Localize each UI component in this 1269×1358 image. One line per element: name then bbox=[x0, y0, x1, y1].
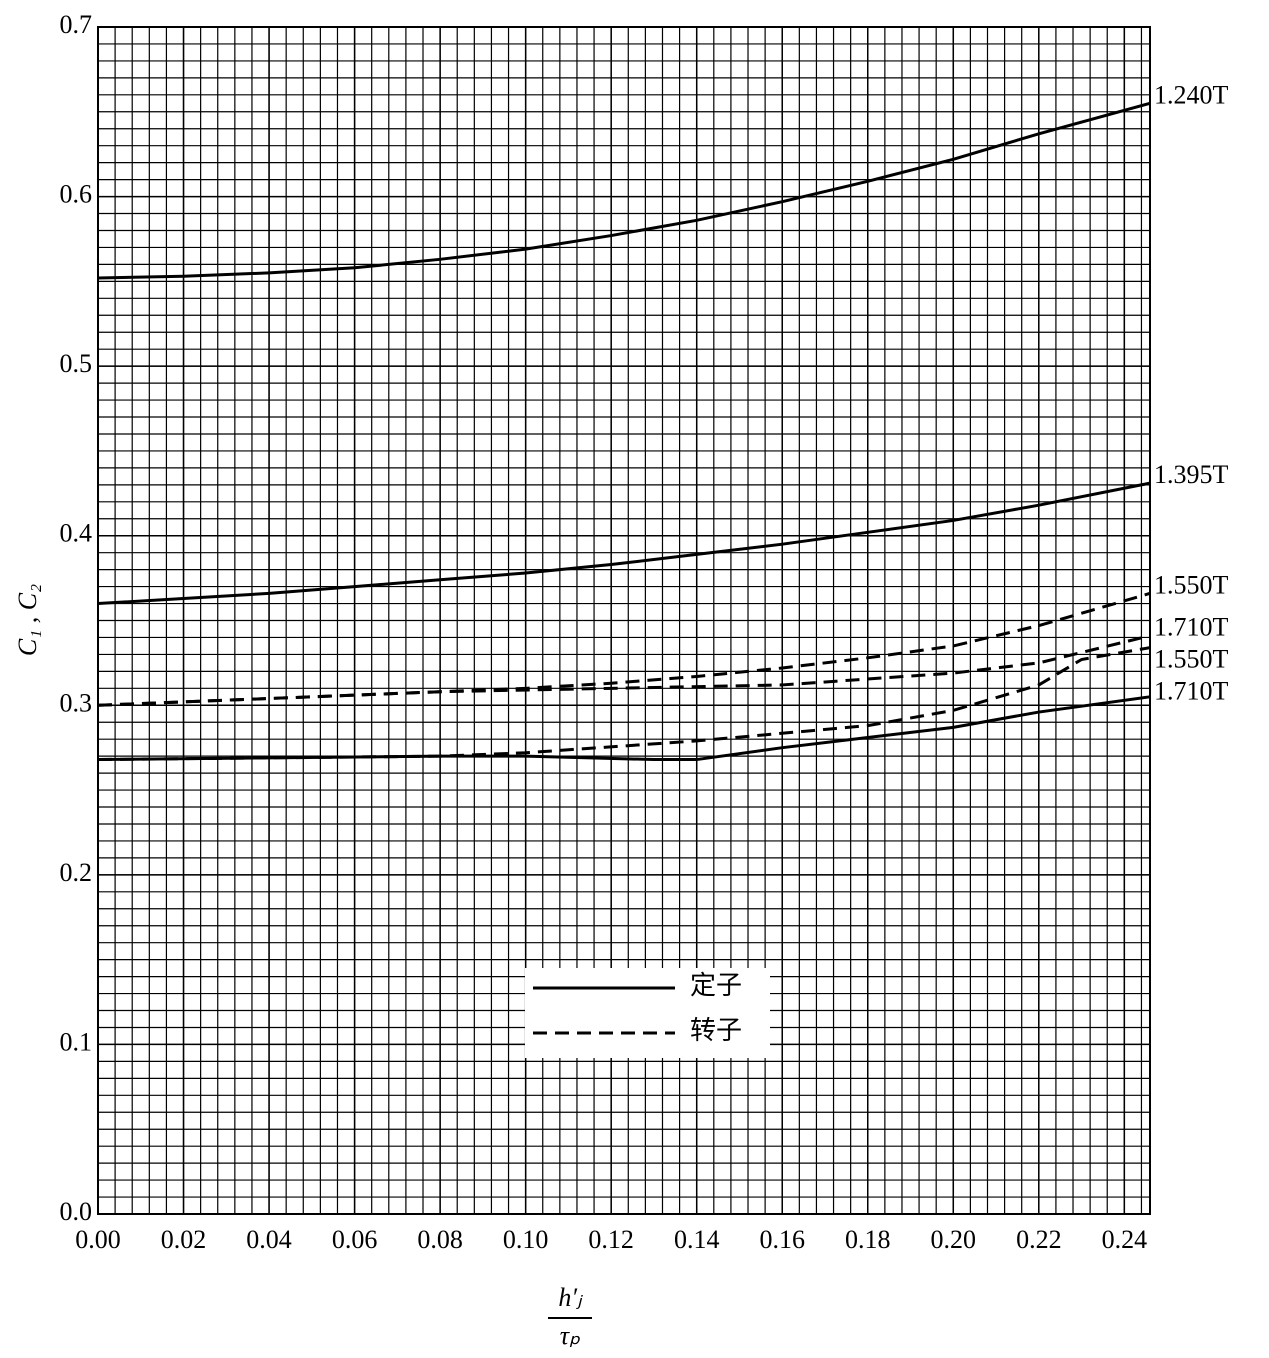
legend-box bbox=[525, 968, 770, 1058]
x-tick-label: 0.02 bbox=[161, 1225, 207, 1254]
x-tick-label: 0.16 bbox=[759, 1225, 805, 1254]
line-series bbox=[97, 646, 1151, 762]
x-tick-label: 0.10 bbox=[503, 1225, 549, 1254]
line-series bbox=[97, 101, 1151, 280]
legend-label: 转子 bbox=[690, 1016, 742, 1045]
line-series bbox=[97, 591, 1151, 707]
x-axis-label-denominator: τₚ bbox=[560, 1321, 580, 1350]
x-tick-label: 0.06 bbox=[332, 1225, 378, 1254]
y-tick-label: 0.3 bbox=[60, 688, 93, 717]
plot-frame bbox=[97, 26, 1151, 1215]
y-tick-label: 0.7 bbox=[60, 10, 93, 39]
series-label: 1.710T bbox=[1154, 613, 1229, 642]
x-axis-label-numerator: h′ⱼ bbox=[558, 1283, 583, 1312]
y-tick-label: 0.2 bbox=[60, 858, 93, 887]
y-tick-label: 0.1 bbox=[60, 1027, 93, 1056]
series-label: 1.710T bbox=[1154, 677, 1229, 706]
y-tick-label: 0.5 bbox=[60, 349, 93, 378]
y-tick-label: 0.0 bbox=[60, 1197, 93, 1226]
legend-label: 定子 bbox=[690, 971, 742, 1000]
x-tick-label: 0.22 bbox=[1016, 1225, 1062, 1254]
x-tick-label: 0.00 bbox=[75, 1225, 121, 1254]
y-axis-label: C₁ , C₂ bbox=[13, 584, 42, 656]
series-label: 1.395T bbox=[1154, 460, 1229, 489]
line-series bbox=[97, 481, 1151, 606]
x-tick-label: 0.24 bbox=[1102, 1225, 1148, 1254]
series-label: 1.550T bbox=[1154, 570, 1229, 599]
series-label: 1.550T bbox=[1154, 645, 1229, 674]
x-tick-label: 0.04 bbox=[246, 1225, 292, 1254]
line-series bbox=[97, 634, 1151, 707]
x-tick-label: 0.18 bbox=[845, 1225, 891, 1254]
y-tick-label: 0.6 bbox=[60, 180, 93, 209]
y-tick-label: 0.4 bbox=[60, 519, 93, 548]
x-tick-label: 0.12 bbox=[588, 1225, 634, 1254]
x-tick-label: 0.08 bbox=[417, 1225, 463, 1254]
series-label: 1.240T bbox=[1154, 80, 1229, 109]
line-series bbox=[97, 695, 1151, 762]
x-tick-label: 0.20 bbox=[931, 1225, 977, 1254]
x-tick-label: 0.14 bbox=[674, 1225, 720, 1254]
